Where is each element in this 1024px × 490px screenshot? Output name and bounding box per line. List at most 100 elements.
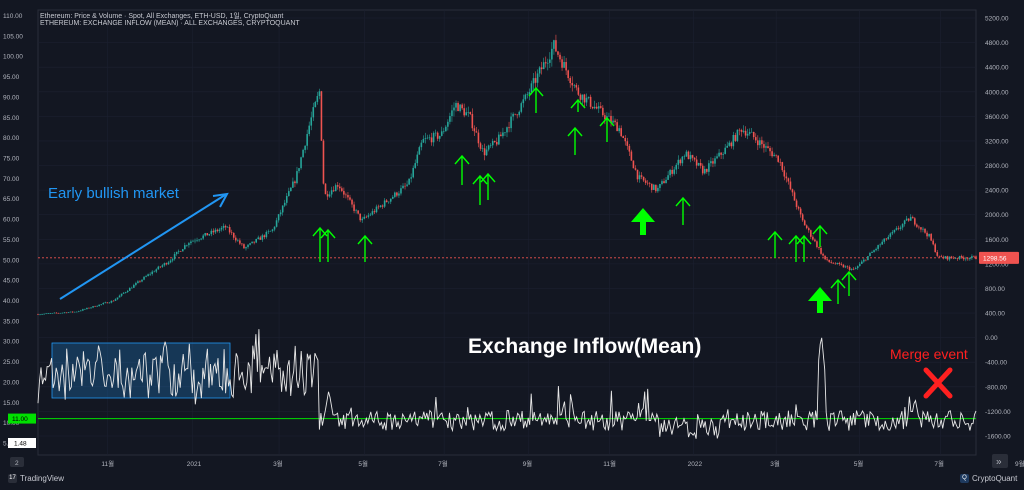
candle-body — [257, 237, 260, 240]
candle-body — [432, 133, 435, 143]
candles — [37, 34, 977, 316]
candle-body — [946, 256, 949, 260]
exchange-inflow-label: Exchange Inflow(Mean) — [468, 335, 702, 358]
candle-body — [316, 96, 319, 102]
candle-body — [436, 132, 439, 139]
candle-body — [120, 293, 123, 296]
candle-body — [157, 266, 160, 270]
candle-body — [320, 91, 323, 141]
candle-body — [750, 131, 753, 133]
candle-body — [848, 266, 851, 270]
candle-body — [769, 148, 771, 152]
right-tick-label: 2000.00 — [985, 212, 1009, 219]
candle-body — [336, 185, 339, 187]
candle-body — [241, 243, 243, 245]
pane-number-badge — [10, 457, 24, 467]
candle-body — [114, 299, 117, 301]
candle-body — [86, 307, 88, 310]
candle-body — [789, 181, 792, 190]
green-arrow-head — [472, 174, 488, 185]
candle-body — [128, 287, 131, 291]
candle-body — [877, 245, 879, 249]
price-label-box — [979, 251, 1019, 264]
candle-body — [226, 227, 229, 228]
candle-body — [428, 137, 431, 139]
candle-body — [491, 141, 494, 146]
candle-body — [75, 311, 78, 313]
candle-body — [952, 257, 955, 259]
candle-body — [891, 232, 894, 234]
candle-body — [716, 156, 718, 159]
tradingview-brand[interactable]: 17 TradingView — [8, 474, 64, 484]
candle-body — [447, 121, 449, 127]
candle-body — [742, 130, 745, 132]
candle-body — [920, 227, 922, 230]
candle-body — [412, 167, 414, 178]
candle-body — [581, 94, 584, 100]
candle-body — [930, 233, 932, 241]
candle-body — [807, 228, 810, 231]
candle-body — [636, 169, 639, 180]
candle-body — [618, 128, 620, 132]
candle-body — [398, 193, 400, 196]
left-tick-label: 15.00 — [3, 400, 20, 407]
candle-body — [587, 96, 590, 98]
candle-body — [116, 297, 119, 300]
candle-body — [779, 161, 782, 163]
candle-body — [958, 256, 961, 259]
candle-body — [212, 230, 215, 233]
candle-body — [600, 106, 602, 108]
candle-body — [852, 268, 855, 270]
candle-body — [914, 218, 916, 225]
candle-body — [220, 227, 223, 230]
right-tick-label: 4000.00 — [985, 89, 1009, 96]
candle-body — [434, 132, 437, 134]
candle-body — [230, 232, 233, 234]
candle-body — [173, 254, 176, 260]
candle-body — [728, 142, 731, 146]
x-tick-label: 9월 — [523, 459, 533, 468]
candle-body — [787, 178, 790, 182]
candle-body — [133, 284, 135, 288]
green-arrow-head — [528, 86, 544, 97]
candle-body — [186, 245, 188, 246]
green-arrow-head — [788, 234, 804, 245]
candle-body — [90, 307, 92, 309]
candle-body — [801, 214, 804, 221]
right-tick-label: 400.00 — [985, 311, 1005, 318]
candle-body — [290, 187, 292, 192]
inflow-line — [37, 329, 977, 439]
candle-body — [708, 163, 710, 172]
candle-body — [502, 132, 504, 137]
candle-body — [595, 106, 598, 109]
candle-body — [400, 188, 402, 194]
left-tick-label: 75.00 — [3, 156, 20, 163]
candle-body — [198, 239, 200, 241]
candle-body — [251, 241, 253, 244]
candle-body — [49, 313, 52, 314]
candle-body — [273, 226, 276, 230]
candle-body — [828, 259, 830, 262]
candle-body — [110, 300, 113, 303]
candle-body — [973, 256, 975, 257]
cryptoquant-brand[interactable]: Q CryptoQuant — [960, 474, 1017, 484]
candle-body — [630, 151, 633, 161]
candle-body — [379, 205, 382, 207]
candle-body — [655, 184, 657, 192]
candle-body — [858, 263, 861, 267]
candle-body — [196, 240, 198, 241]
candle-body — [834, 263, 837, 265]
candle-body — [369, 214, 372, 216]
candle-body — [453, 107, 455, 111]
candle-body — [328, 194, 331, 197]
green-arrow-head — [796, 234, 812, 245]
candle-body — [838, 262, 841, 264]
early-bullish-label: Early bullish market — [48, 185, 179, 202]
pane-number-label: 2 — [15, 460, 19, 467]
candle-body — [775, 154, 777, 156]
candle-body — [697, 162, 700, 166]
candle-body — [479, 143, 482, 149]
x-tick-label: 3월 — [770, 459, 780, 468]
candle-body — [167, 262, 170, 265]
